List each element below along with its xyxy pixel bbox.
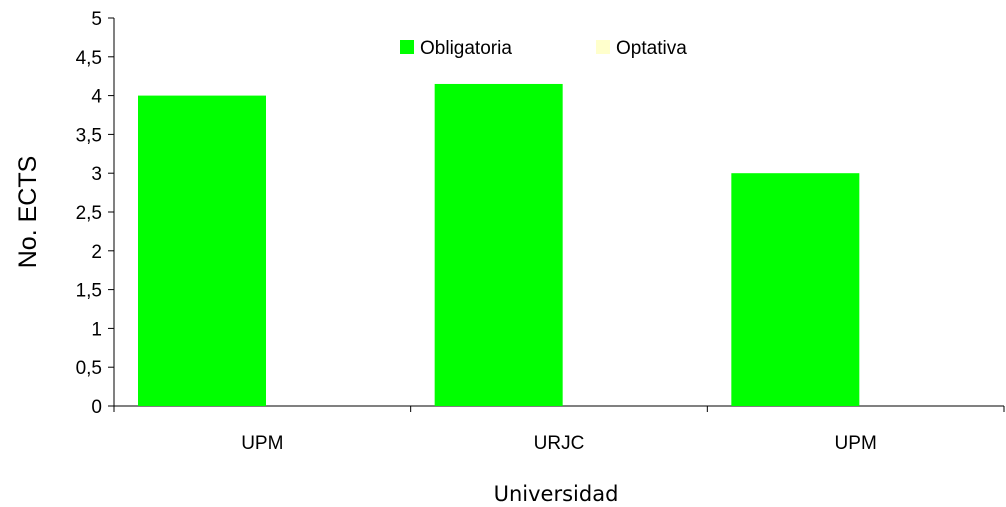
- y-axis-title: No. ECTS: [14, 156, 42, 269]
- bar-obligatoria: [434, 83, 563, 407]
- y-tick-label: 0: [91, 397, 102, 418]
- y-tick-label: 2: [91, 242, 102, 263]
- legend-label: Optativa: [616, 38, 687, 59]
- bar-obligatoria: [138, 95, 266, 406]
- legend-swatch: [596, 40, 610, 54]
- y-tick-label: 3: [91, 164, 102, 185]
- bar-obligatoria: [731, 173, 860, 406]
- y-tick-label: 1,5: [76, 281, 102, 302]
- legend-label: Obligatoria: [420, 38, 512, 59]
- legend: Obligatoria Optativa: [400, 38, 687, 59]
- x-category-label: UPM: [835, 433, 877, 454]
- y-tick-label: 3,5: [76, 125, 102, 146]
- y-tick-label: 1: [91, 319, 102, 340]
- y-tick-label: 0,5: [76, 358, 102, 379]
- x-axis-title: Universidad: [494, 482, 619, 506]
- bars: [138, 83, 860, 407]
- y-axis: 0 0,5 1 1,5 2 2,5 3 3,5 4 4,5 5: [76, 9, 115, 418]
- x-category-label: URJC: [534, 433, 585, 454]
- y-tick-label: 2,5: [76, 203, 102, 224]
- y-tick-label: 4: [91, 87, 102, 108]
- x-axis: UPM URJC UPM: [113, 405, 1005, 454]
- y-tick-label: 5: [91, 9, 102, 30]
- x-category-label: UPM: [241, 433, 283, 454]
- y-tick-label: 4,5: [76, 48, 102, 69]
- legend-swatch: [400, 40, 414, 54]
